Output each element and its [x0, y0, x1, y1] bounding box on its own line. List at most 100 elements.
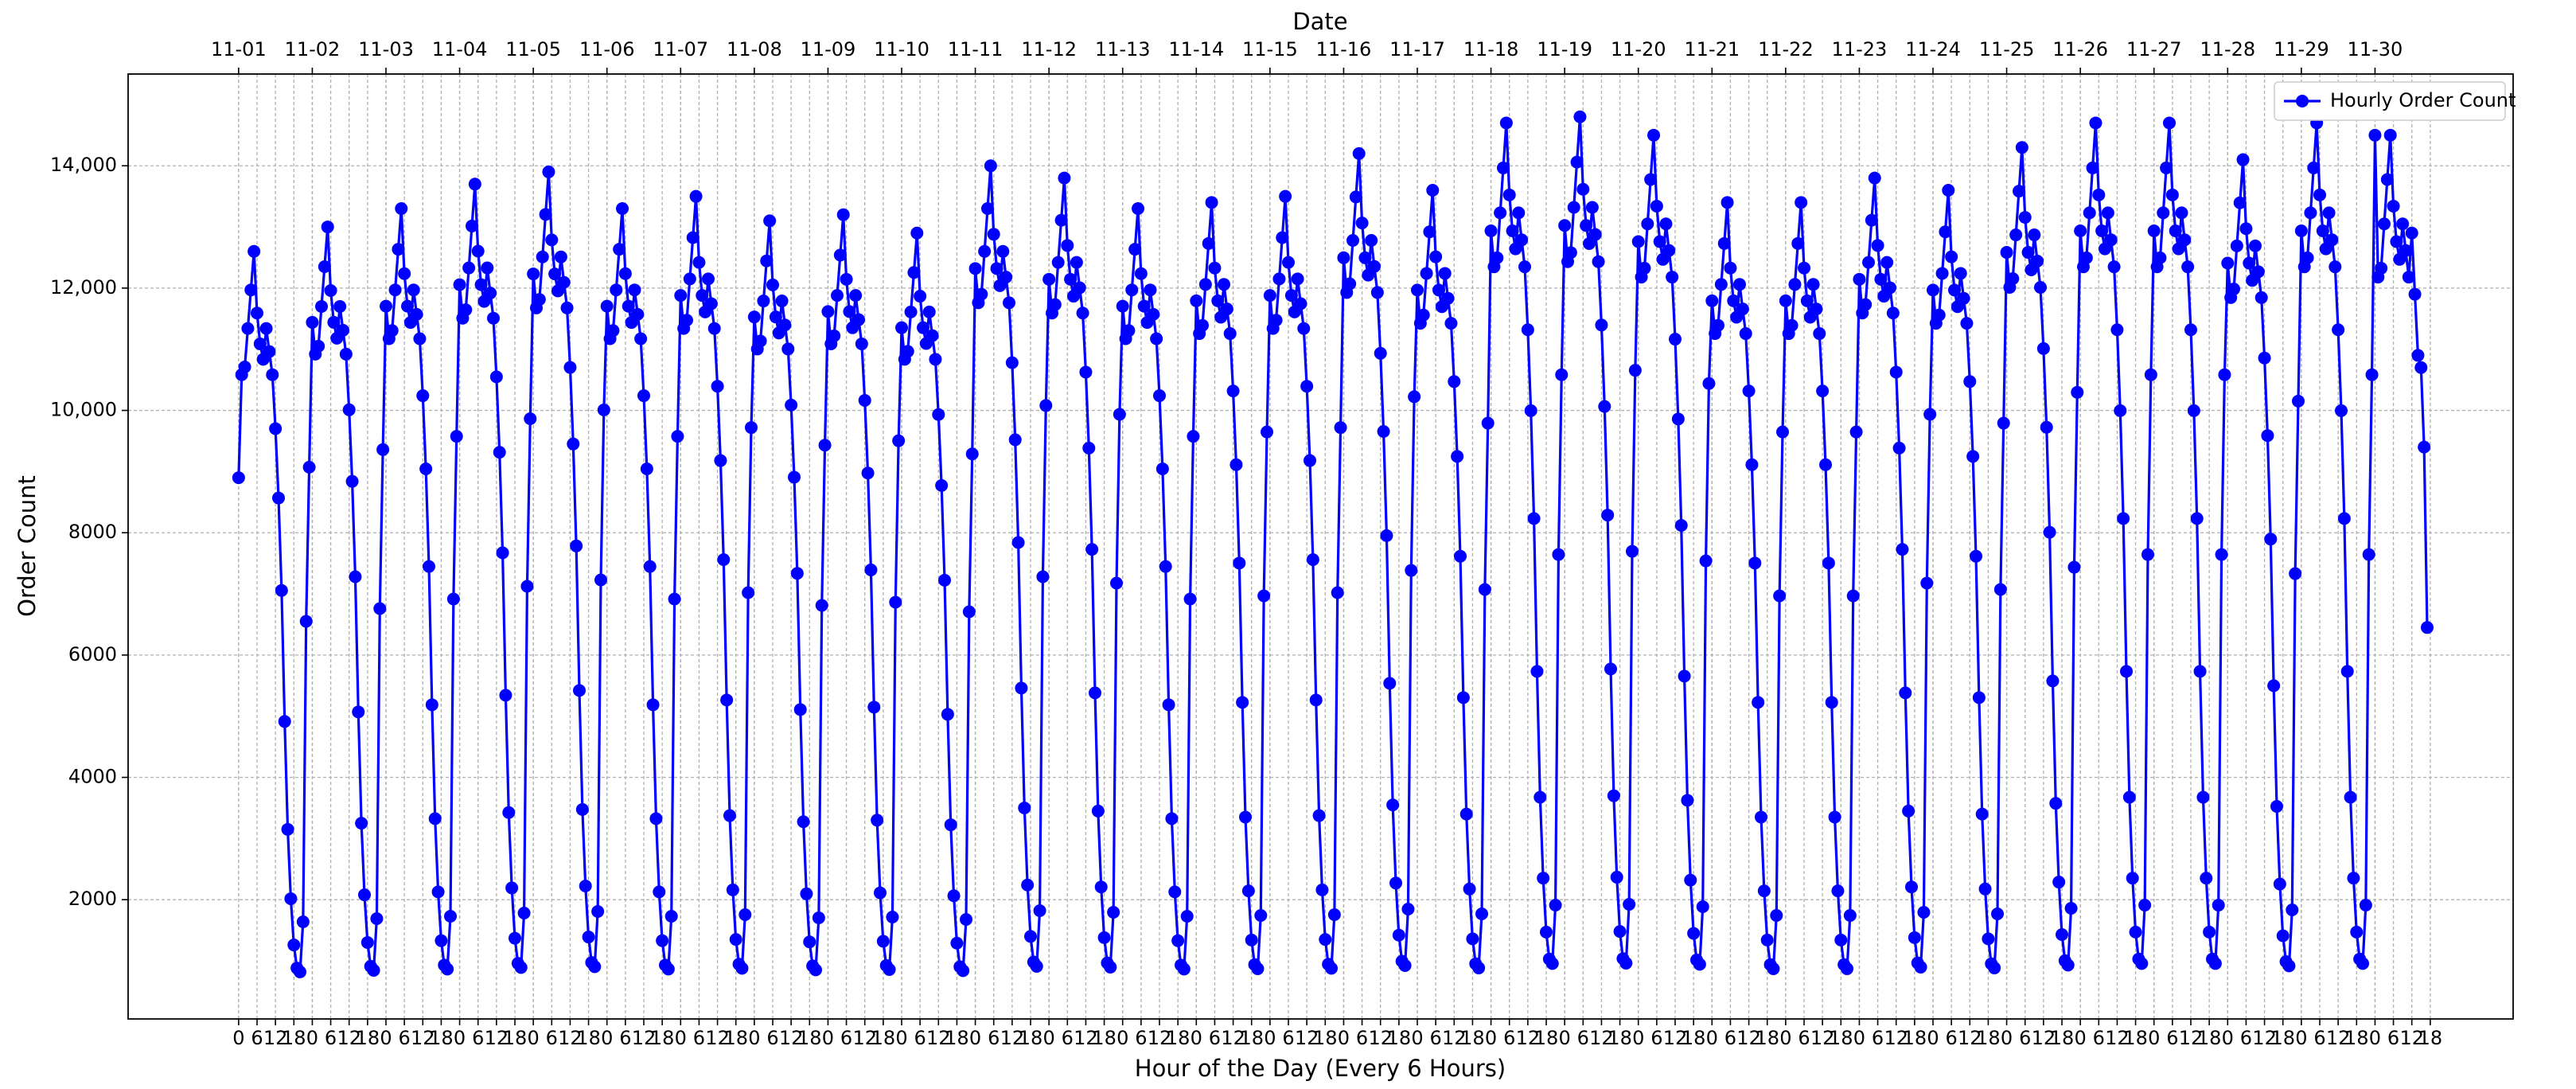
data-point	[803, 935, 816, 949]
data-point	[1899, 686, 1912, 700]
data-point	[2160, 161, 2173, 174]
data-point	[1865, 213, 1878, 227]
data-point	[895, 321, 908, 334]
data-point	[2141, 548, 2154, 561]
data-point	[321, 221, 334, 234]
data-point	[1831, 884, 1845, 898]
data-point	[1970, 549, 1982, 563]
x-tick-label: 6	[2019, 1027, 2031, 1049]
data-point	[1438, 267, 1452, 280]
data-point	[1721, 196, 1734, 209]
data-point	[1024, 930, 1037, 943]
data-point	[1684, 873, 1697, 887]
data-point	[272, 491, 285, 505]
data-point	[1190, 294, 1203, 307]
data-point	[2393, 252, 2406, 266]
data-point	[1346, 233, 1359, 247]
data-point	[634, 332, 648, 345]
data-point	[1309, 693, 1323, 707]
data-point	[2114, 404, 2127, 417]
data-point	[618, 267, 632, 280]
data-point	[2396, 217, 2410, 231]
data-point	[843, 305, 856, 318]
x-tick-label: 0	[748, 1027, 760, 1049]
data-point	[462, 261, 476, 275]
data-point	[1208, 261, 1222, 275]
data-point	[1613, 925, 1627, 939]
x-tick-label: 18	[945, 1027, 969, 1049]
data-point	[1714, 278, 1728, 291]
data-point	[929, 353, 942, 366]
data-point	[1739, 327, 1752, 341]
data-point	[1889, 365, 1903, 379]
data-point	[1914, 960, 1927, 974]
data-point	[1128, 243, 1142, 256]
data-point	[1717, 236, 1731, 250]
data-point	[1518, 260, 1531, 274]
data-point	[1884, 281, 1896, 295]
data-point	[2356, 957, 2369, 970]
data-point	[1828, 810, 1841, 824]
data-point	[2221, 256, 2235, 270]
data-point	[1555, 368, 1569, 381]
x-tick-label: 6	[1946, 1027, 1958, 1049]
data-point	[1282, 256, 1295, 269]
data-point	[785, 398, 798, 412]
data-point	[1091, 804, 1105, 818]
x-tick-label: 12	[1148, 1027, 1172, 1049]
x-tick-label: 6	[766, 1027, 778, 1049]
x-tick-label: 12	[1884, 1027, 1908, 1049]
data-point	[435, 934, 448, 947]
data-point	[594, 573, 607, 587]
data-point	[975, 287, 988, 301]
data-point	[1042, 272, 1056, 286]
data-point	[821, 305, 835, 318]
data-point	[2101, 206, 2114, 220]
data-point	[1058, 171, 1071, 185]
x-tick-label: 6	[1135, 1027, 1147, 1049]
x-tick-label: 0	[1632, 1027, 1644, 1049]
data-point	[1306, 553, 1319, 567]
y-tick-label: 4000	[68, 766, 117, 788]
data-point	[1813, 327, 1826, 341]
data-point	[1401, 903, 1415, 916]
data-point	[711, 380, 724, 393]
data-point	[775, 295, 789, 308]
data-point	[324, 283, 337, 297]
data-point	[1478, 583, 1491, 596]
data-point	[1349, 190, 1362, 204]
x-tick-label: 0	[2222, 1027, 2234, 1049]
data-point	[407, 283, 420, 297]
data-point	[542, 165, 555, 178]
data-point	[1760, 933, 1774, 947]
x2-tick-label: 11-17	[1389, 38, 1445, 60]
data-point	[2200, 872, 2213, 885]
data-point	[1693, 958, 1706, 971]
data-point	[2408, 287, 2422, 301]
data-point	[1853, 272, 1866, 286]
data-point	[781, 342, 795, 356]
data-point	[2172, 242, 2185, 256]
data-point	[2289, 567, 2302, 580]
data-point	[287, 939, 301, 952]
data-point	[1368, 260, 1381, 273]
data-point	[2169, 224, 2182, 237]
data-point	[2184, 323, 2197, 337]
data-point	[2418, 440, 2431, 454]
data-point	[2267, 679, 2281, 693]
data-point	[423, 560, 435, 573]
data-point	[2056, 927, 2068, 941]
data-point	[2181, 260, 2195, 274]
data-point	[1641, 217, 1654, 231]
data-point	[932, 408, 945, 421]
data-point	[2046, 674, 2060, 688]
data-point	[1567, 201, 1580, 214]
data-point	[416, 389, 430, 403]
data-point	[2365, 368, 2379, 381]
data-point	[874, 886, 887, 900]
x-tick-label: 0	[1411, 1027, 1423, 1049]
data-point	[2000, 246, 2013, 260]
data-point	[2187, 404, 2200, 417]
data-point	[1312, 809, 1326, 822]
x-tick-label: 6	[1062, 1027, 1074, 1049]
